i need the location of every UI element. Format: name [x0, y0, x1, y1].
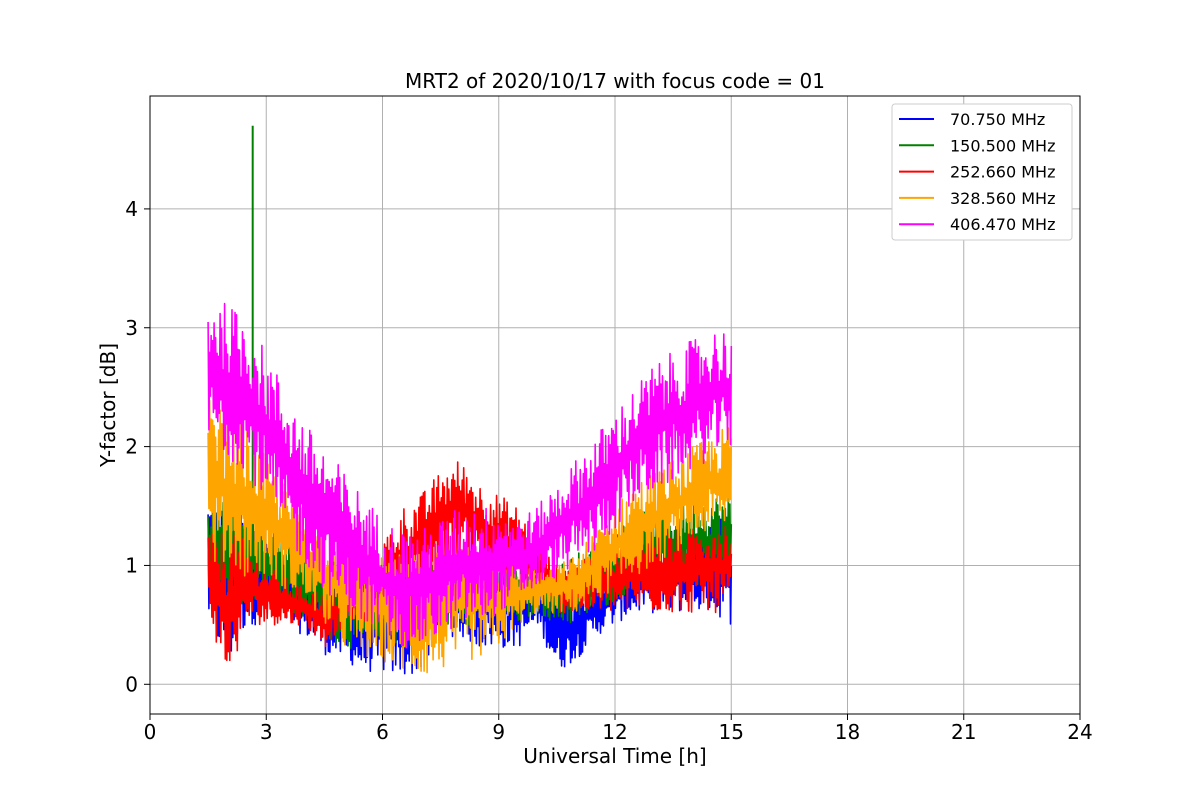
legend-label: 328.560 MHz — [950, 189, 1055, 208]
legend-label: 252.660 MHz — [950, 163, 1055, 182]
x-tick-label: 24 — [1067, 720, 1092, 744]
chart-title: MRT2 of 2020/10/17 with focus code = 01 — [405, 69, 825, 93]
series-2 — [207, 461, 733, 662]
legend-frame — [891, 103, 1073, 241]
x-tick-label: 9 — [492, 720, 505, 744]
legend: 70.750 MHz 150.500 MHz 252.660 MHz 328.560 … — [891, 103, 1073, 241]
y-tick-label: 1 — [125, 553, 138, 577]
x-tick-label: 0 — [144, 720, 157, 744]
legend-label: 70.750 MHz — [950, 110, 1045, 129]
y-tick-label: 3 — [125, 316, 138, 340]
y-tick-label: 4 — [125, 197, 138, 221]
x-tick-label: 6 — [376, 720, 389, 744]
legend-label: 406.470 MHz — [950, 215, 1055, 234]
series-line — [207, 461, 733, 662]
legend-label: 150.500 MHz — [950, 136, 1055, 155]
series-4 — [207, 302, 733, 649]
y-axis-label: Y-factor [dB] — [96, 343, 120, 468]
y-tick-label: 2 — [125, 435, 138, 459]
x-axis-label: Universal Time [h] — [523, 744, 706, 768]
x-tick-label: 15 — [719, 720, 744, 744]
x-tick-label: 12 — [602, 720, 627, 744]
x-tick-label: 3 — [260, 720, 273, 744]
x-tick-label: 21 — [951, 720, 976, 744]
x-tick-label: 18 — [835, 720, 860, 744]
series-line — [207, 302, 733, 649]
y-tick-label: 0 — [125, 672, 138, 696]
